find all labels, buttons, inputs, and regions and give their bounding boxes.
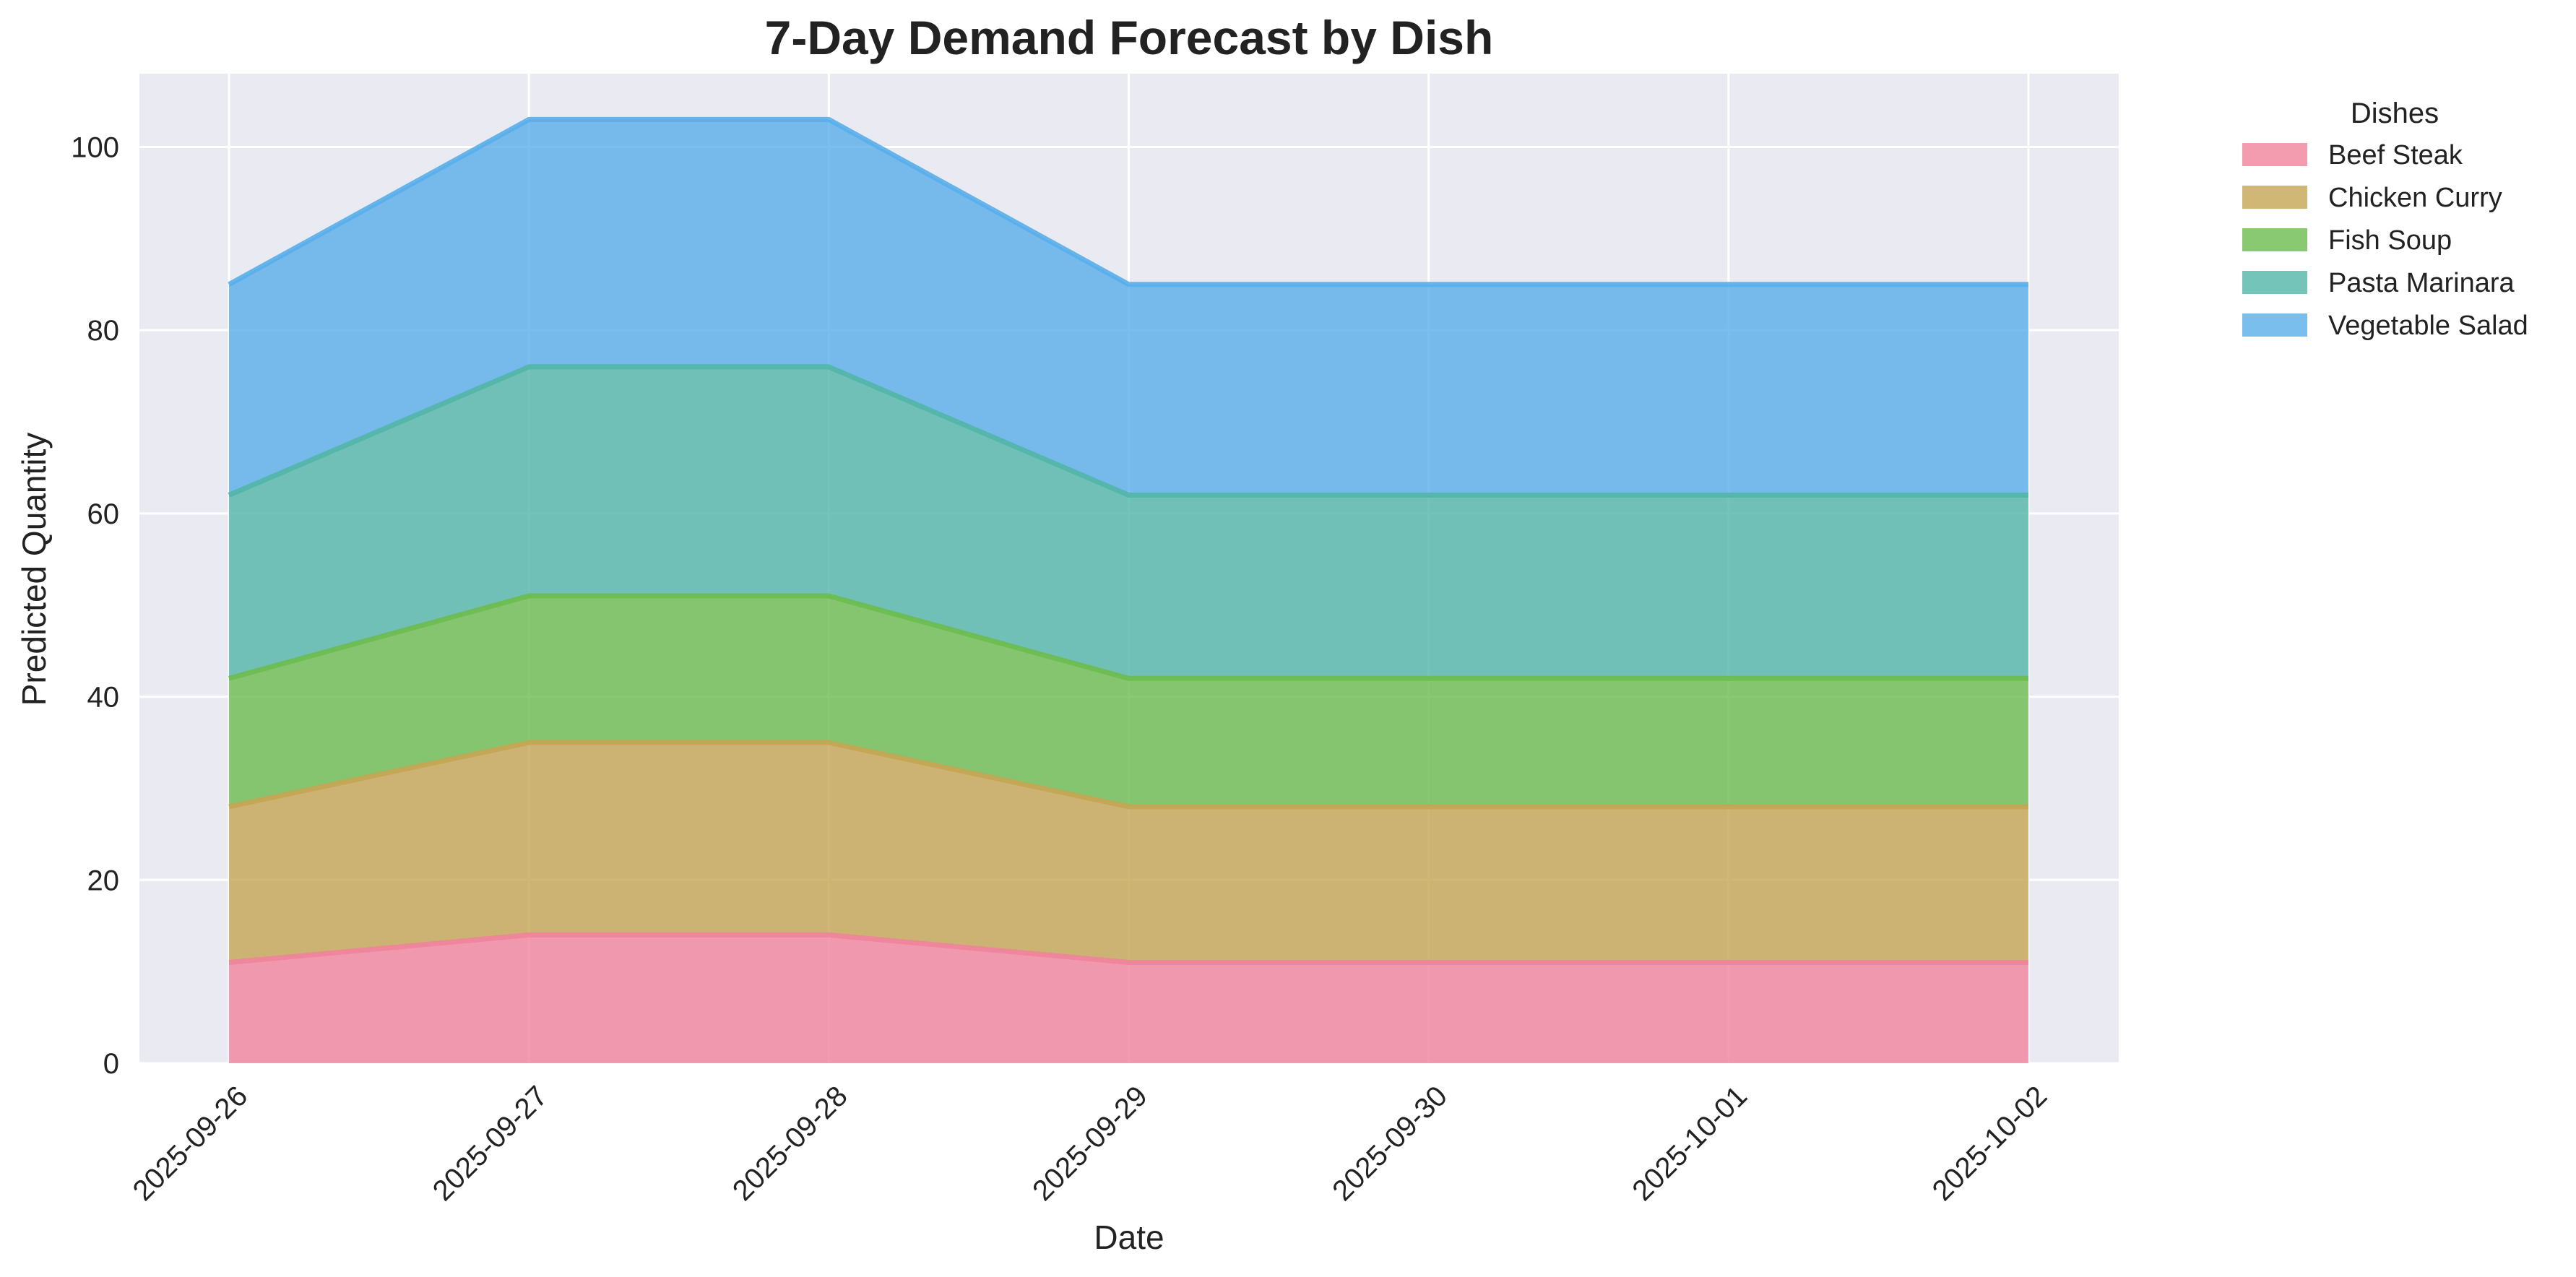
legend-swatch-chicken-curry <box>2242 186 2307 209</box>
area-vegetable-salad <box>229 119 2028 495</box>
x-axis-label: Date <box>1094 1218 1164 1256</box>
x-tick-label: 2025-09-28 <box>727 1080 854 1207</box>
y-axis-ticks: 0 20 40 60 80 100 <box>71 131 119 1080</box>
y-tick-label: 0 <box>103 1048 119 1080</box>
area-pasta-marinara <box>229 366 2028 679</box>
chart-title: 7-Day Demand Forecast by Dish <box>765 11 1494 64</box>
area-fish-soup <box>229 596 2028 807</box>
series-lines <box>228 116 2028 965</box>
y-tick-label: 100 <box>71 131 119 163</box>
legend-label-chicken-curry: Chicken Curry <box>2328 183 2502 213</box>
legend-swatch-vegetable-salad <box>2242 313 2307 337</box>
x-tick-label: 2025-09-30 <box>1326 1080 1453 1207</box>
y-tick-label: 20 <box>87 865 120 896</box>
x-tick-label: 2025-09-29 <box>1026 1080 1154 1207</box>
x-tick-label: 2025-10-02 <box>1927 1080 2054 1207</box>
area-chicken-curry <box>229 743 2028 963</box>
y-tick-label: 40 <box>87 682 120 714</box>
x-tick-label: 2025-09-27 <box>427 1080 554 1207</box>
legend-label-fish-soup: Fish Soup <box>2328 225 2452 256</box>
x-tick-label: 2025-09-26 <box>127 1080 254 1207</box>
line-pasta-marinara <box>228 364 2028 498</box>
legend: Dishes Beef Steak Chicken Curry Fish Soup P… <box>2242 98 2528 341</box>
y-axis-label: Predicted Quantity <box>15 433 53 706</box>
x-axis-ticks: 2025-09-26 2025-09-27 2025-09-28 2025-09-29… <box>127 1080 2054 1207</box>
legend-items: Beef Steak Chicken Curry Fish Soup Pasta Ma… <box>2242 140 2528 341</box>
area-series <box>229 119 2028 1063</box>
line-fish-soup <box>228 593 2028 681</box>
legend-swatch-pasta-marinara <box>2242 271 2307 294</box>
line-chicken-curry <box>228 740 2028 810</box>
area-beef-steak <box>229 935 2028 1063</box>
x-tick-label: 2025-10-01 <box>1626 1080 1753 1207</box>
legend-label-beef-steak: Beef Steak <box>2328 140 2463 170</box>
legend-label-pasta-marinara: Pasta Marinara <box>2328 268 2515 298</box>
line-beef-steak <box>228 932 2028 965</box>
legend-swatch-fish-soup <box>2242 228 2307 251</box>
y-tick-label: 60 <box>87 498 120 530</box>
legend-label-vegetable-salad: Vegetable Salad <box>2328 311 2528 341</box>
legend-swatch-beef-steak <box>2242 143 2307 166</box>
legend-title: Dishes <box>2351 98 2439 129</box>
line-vegetable-salad <box>228 116 2028 287</box>
y-tick-label: 80 <box>87 315 120 347</box>
